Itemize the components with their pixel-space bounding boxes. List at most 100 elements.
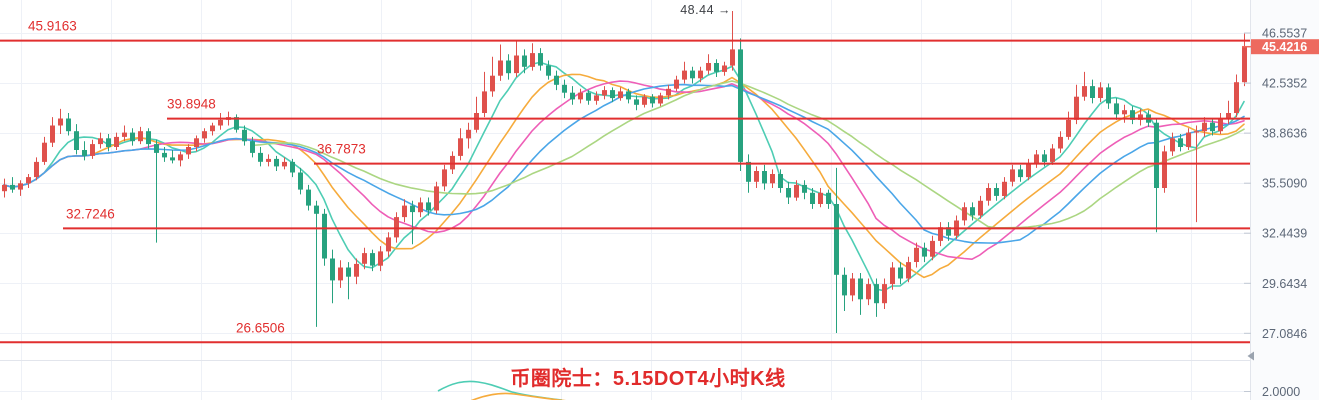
- candle-body: [1178, 138, 1183, 147]
- candle-body: [290, 161, 295, 173]
- candle-body: [2, 184, 7, 192]
- candle-body: [114, 136, 119, 147]
- candle-body: [338, 267, 343, 281]
- candle-body: [1130, 110, 1135, 120]
- candle-body: [546, 65, 551, 76]
- price-axis-panel[interactable]: 46.5537 42.5352 38.8636 35.5090 32.4439 29.64…: [1242, 0, 1319, 400]
- candle-body: [794, 184, 799, 198]
- candle-body: [722, 65, 727, 72]
- candle-body: [282, 161, 287, 167]
- candle-body: [674, 79, 679, 89]
- candle-body: [978, 200, 983, 216]
- candle-body: [1034, 154, 1039, 164]
- candle-body: [586, 92, 591, 101]
- candle-body: [402, 205, 407, 218]
- candle-body: [1234, 82, 1239, 113]
- candle-body: [330, 258, 335, 281]
- sub-axis-tick-label: 2.0000: [1262, 385, 1300, 399]
- level-label: 32.7246: [66, 206, 115, 221]
- candle-body: [698, 70, 703, 79]
- candle-body: [322, 213, 327, 259]
- candle-body: [522, 55, 527, 67]
- candle-body: [682, 70, 687, 80]
- level-label: 26.6506: [236, 320, 285, 335]
- candle-body: [602, 90, 607, 96]
- candle-body: [162, 152, 167, 158]
- candle-body: [434, 186, 439, 211]
- candle-body: [842, 274, 847, 296]
- watermark-title: 币圈院士：5.15DOT4小时K线: [510, 368, 786, 390]
- candle-body: [146, 131, 151, 145]
- candle-body: [186, 147, 191, 155]
- ma-line-32: [251, 80, 1245, 229]
- axis-tick-label: 42.5352: [1262, 77, 1307, 91]
- candle-body: [706, 63, 711, 71]
- candle-body: [66, 118, 71, 132]
- axis-tick-label: 27.0846: [1262, 327, 1307, 341]
- candle-body: [562, 84, 567, 93]
- annotation-price: 48.44: [680, 3, 715, 17]
- axis-background: [1251, 0, 1319, 400]
- candle-body: [202, 131, 207, 139]
- candle-body: [106, 138, 111, 147]
- candle-body: [666, 88, 671, 96]
- candle-body: [914, 247, 919, 262]
- axis-tick-label: 35.5090: [1262, 177, 1307, 191]
- current-price-tag: 45.4216: [1242, 39, 1319, 55]
- candle-body: [738, 49, 743, 162]
- candle-body: [410, 205, 415, 213]
- candle-body: [74, 131, 79, 150]
- candle-body: [610, 90, 615, 99]
- candle-body: [82, 150, 87, 156]
- candle-body: [1050, 148, 1055, 162]
- candle-body: [122, 132, 127, 137]
- price-levels: 45.9163 39.8948 36.7873 32.7246 26.6506: [0, 19, 1250, 344]
- candle-body: [994, 188, 999, 196]
- candle-body: [898, 267, 903, 279]
- candle-body: [1010, 169, 1015, 182]
- candle-body: [746, 161, 751, 182]
- candle-body: [762, 171, 767, 184]
- candle-body: [378, 251, 383, 266]
- candle-body: [754, 171, 759, 182]
- candle-body: [314, 205, 319, 214]
- candle-body: [306, 189, 311, 206]
- candle-body: [642, 96, 647, 105]
- axis-tick-label: 46.5537: [1262, 27, 1307, 41]
- candle-body: [538, 53, 543, 66]
- candle-body: [506, 60, 511, 74]
- candle-body: [578, 92, 583, 100]
- candle-body: [194, 138, 199, 147]
- current-price-label: 45.4216: [1262, 40, 1307, 54]
- candle-body: [1194, 131, 1199, 133]
- candle-body: [1210, 122, 1215, 132]
- candle-body: [970, 207, 975, 216]
- candle-body: [850, 278, 855, 296]
- candle-body: [50, 125, 55, 143]
- candle-body: [1138, 114, 1143, 120]
- axis-collapse-arrow-icon[interactable]: [1247, 351, 1255, 361]
- candle-body: [922, 247, 927, 257]
- axis-tick-label: 29.6434: [1262, 277, 1307, 291]
- candle-body: [346, 267, 351, 277]
- candle-body: [778, 174, 783, 188]
- candle-body: [18, 183, 23, 190]
- candle-body: [1074, 96, 1079, 120]
- candle-body: [1066, 119, 1071, 137]
- candle-body: [458, 138, 463, 156]
- candle-body: [274, 158, 279, 167]
- candle-body: [1090, 86, 1095, 98]
- candle-body: [218, 119, 223, 126]
- candle-body: [618, 91, 623, 99]
- candle-body: [714, 63, 719, 72]
- level-label: 45.9163: [28, 19, 77, 34]
- candle-body: [690, 70, 695, 79]
- candle-body: [810, 192, 815, 204]
- candle-body: [490, 75, 495, 92]
- candle-body: [354, 263, 359, 277]
- candle-body: [1002, 181, 1007, 196]
- candle-body: [1162, 151, 1167, 188]
- candle-body: [818, 192, 823, 204]
- candle-body: [802, 184, 807, 193]
